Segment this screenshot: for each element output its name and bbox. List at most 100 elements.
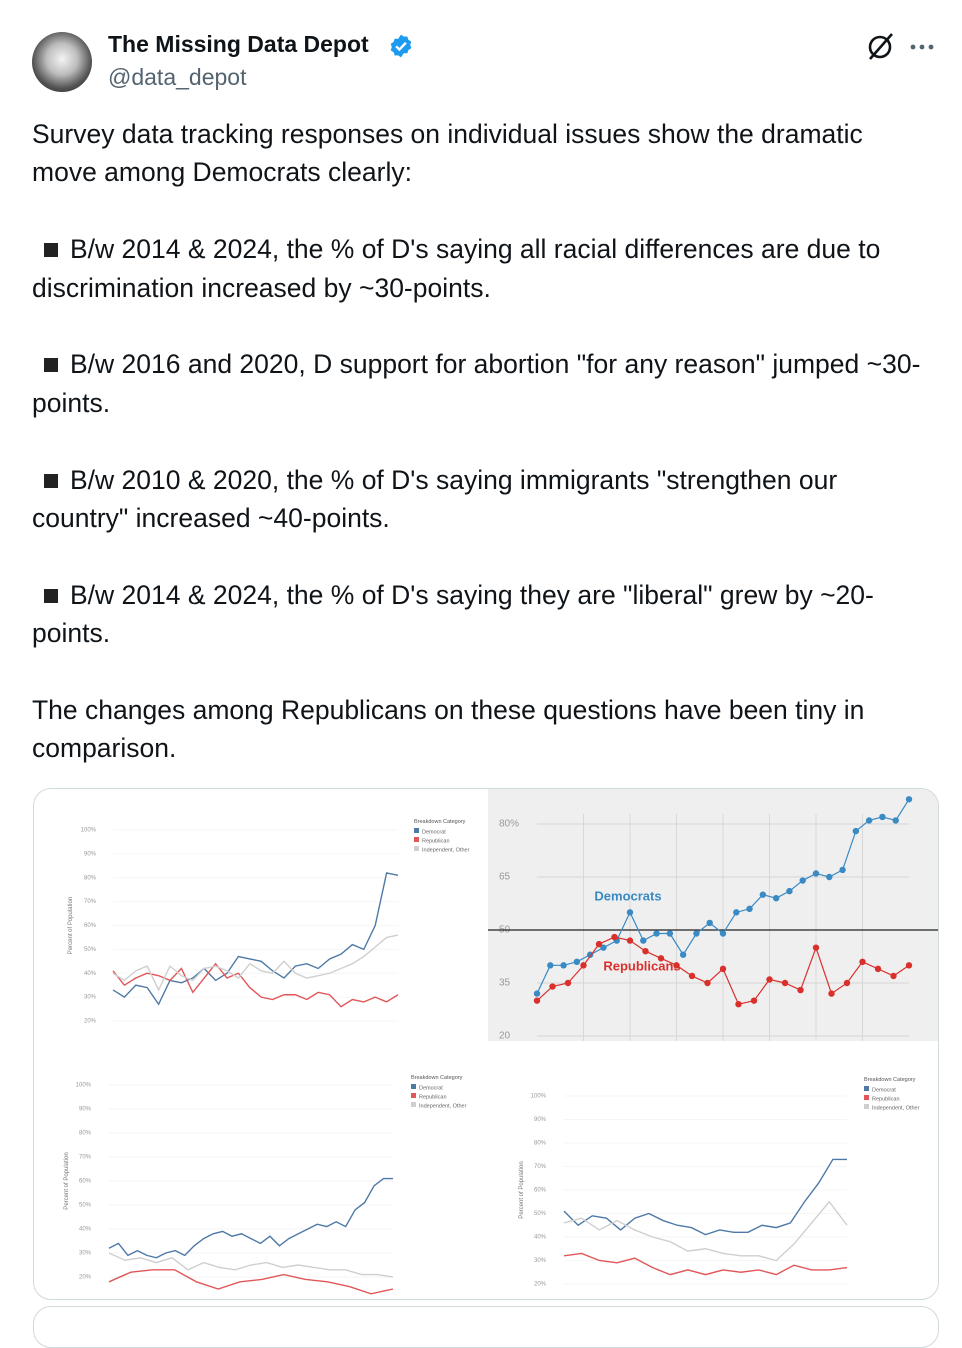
point bbox=[799, 877, 806, 884]
y-tick-label: 65 bbox=[499, 872, 511, 883]
y-tick-label: 80% bbox=[534, 1141, 547, 1147]
bullet-text: B/w 2014 & 2024, the % of D's saying the… bbox=[32, 579, 874, 649]
legend-swatch bbox=[414, 837, 419, 842]
point bbox=[786, 887, 793, 895]
series-annotation: Democrats bbox=[594, 888, 661, 903]
y-tick-label: 30% bbox=[84, 995, 97, 1001]
author-handle[interactable]: @data_depot bbox=[108, 64, 247, 90]
point bbox=[735, 1001, 742, 1008]
y-tick-label: 50% bbox=[534, 1211, 547, 1217]
author-name[interactable]: The Missing Data Depot bbox=[108, 31, 369, 57]
grok-icon[interactable] bbox=[868, 33, 893, 60]
legend-label: Independent, Other bbox=[419, 1103, 467, 1109]
y-axis-label: Percent of Population bbox=[64, 1152, 70, 1209]
point bbox=[839, 866, 846, 874]
bullet: B/w 2010 & 2020, the % of D's saying imm… bbox=[32, 461, 932, 538]
y-tick-label: 100% bbox=[531, 1094, 547, 1100]
chart-image[interactable]: 20% 30% 40% 50% 60% 70% 80% 90% 100% Percent of P… bbox=[491, 1041, 938, 1299]
y-tick-label: 70% bbox=[79, 1155, 92, 1161]
point bbox=[865, 817, 873, 824]
point bbox=[595, 940, 603, 948]
legend-swatch bbox=[411, 1084, 416, 1089]
page: { "author": {"name": "The Missing Data D… bbox=[32, 31, 939, 1348]
point bbox=[673, 962, 680, 969]
y-tick-label: 90% bbox=[534, 1117, 547, 1123]
legend-title: Breakdown Category bbox=[864, 1077, 916, 1083]
verified-badge bbox=[390, 34, 412, 58]
y-tick-label: 35 bbox=[499, 978, 511, 989]
legend-label: Independent, Other bbox=[872, 1105, 920, 1111]
point bbox=[766, 976, 773, 983]
y-tick-label: 100% bbox=[76, 1083, 92, 1089]
bullet-text: B/w 2016 and 2020, D support for abortio… bbox=[32, 349, 921, 418]
point bbox=[533, 997, 541, 1004]
series-line bbox=[108, 1269, 394, 1295]
y-tick-label: 80% bbox=[499, 819, 519, 830]
series-line bbox=[563, 1200, 848, 1262]
chart-image[interactable]: 20% 30% 40% 50% 60% 70% 80% 90% 100% Percent of P… bbox=[34, 789, 488, 1041]
point bbox=[600, 944, 607, 951]
point bbox=[719, 930, 727, 937]
y-tick-label: 20% bbox=[79, 1275, 92, 1281]
bullet-text: B/w 2010 & 2020, the % of D's saying imm… bbox=[32, 464, 838, 534]
y-tick-label: 90% bbox=[84, 851, 97, 857]
point bbox=[759, 891, 767, 898]
point bbox=[679, 951, 687, 958]
y-tick-label: 60% bbox=[84, 923, 97, 929]
point bbox=[719, 965, 727, 973]
point bbox=[693, 930, 700, 937]
legend-swatch bbox=[414, 846, 419, 851]
legend-swatch bbox=[411, 1102, 416, 1107]
point bbox=[626, 909, 634, 916]
point bbox=[666, 930, 674, 937]
y-tick-label: 40% bbox=[79, 1227, 92, 1233]
y-tick-label: 20% bbox=[84, 1019, 97, 1025]
bullet: B/w 2016 and 2020, D support for abortio… bbox=[32, 345, 932, 422]
legend-swatch bbox=[864, 1104, 869, 1109]
point bbox=[704, 979, 711, 987]
point bbox=[905, 962, 913, 969]
y-tick-label: 30% bbox=[534, 1258, 547, 1264]
series-line bbox=[108, 1177, 393, 1259]
bullet: B/w 2014 & 2024, the % of D's saying all… bbox=[32, 230, 932, 307]
more-button[interactable] bbox=[910, 44, 934, 50]
point bbox=[750, 997, 758, 1004]
y-axis-label: Percent of Population bbox=[68, 897, 74, 954]
y-tick-label: 100% bbox=[81, 828, 97, 834]
y-tick-label: 40% bbox=[534, 1235, 547, 1241]
legend-label: Democrat bbox=[419, 1085, 443, 1091]
intro: Survey data tracking responses on indivi… bbox=[32, 119, 863, 188]
outro: The changes among Republicans on these q… bbox=[32, 695, 865, 764]
point bbox=[812, 944, 820, 951]
y-tick-label: 40% bbox=[84, 971, 97, 977]
legend-label: Democrat bbox=[422, 829, 446, 835]
media-grid[interactable]: 20% 30% 40% 50% 60% 70% 80% 90% 100% Percent of P… bbox=[33, 788, 939, 1300]
legend-label: Republican bbox=[419, 1094, 447, 1100]
point bbox=[812, 870, 820, 877]
series-line bbox=[112, 934, 399, 992]
y-tick-label: 90% bbox=[79, 1107, 92, 1113]
next-card bbox=[33, 1306, 939, 1348]
point bbox=[890, 972, 897, 980]
point bbox=[852, 827, 860, 835]
y-tick-label: 80% bbox=[79, 1131, 92, 1137]
legend-swatch bbox=[414, 828, 419, 833]
point bbox=[547, 962, 554, 969]
y-tick-label: 20% bbox=[534, 1282, 547, 1288]
point bbox=[843, 979, 851, 987]
series-line bbox=[563, 1158, 847, 1236]
bullet: B/w 2014 & 2024, the % of D's saying the… bbox=[32, 576, 932, 653]
legend-label: Independent, Other bbox=[422, 847, 470, 853]
point bbox=[580, 962, 587, 969]
point bbox=[874, 965, 882, 973]
point bbox=[642, 948, 649, 955]
y-tick-label: 20 bbox=[499, 1031, 511, 1041]
chart-image[interactable]: 20% 30% 40% 50% 60% 70% 80% 90% 100% Percent of P… bbox=[34, 1041, 491, 1299]
point bbox=[657, 955, 665, 962]
legend-label: Republican bbox=[872, 1096, 900, 1102]
point bbox=[573, 958, 581, 965]
legend-swatch bbox=[411, 1093, 416, 1098]
legend-label: Republican bbox=[422, 838, 450, 844]
avatar[interactable] bbox=[32, 32, 92, 92]
